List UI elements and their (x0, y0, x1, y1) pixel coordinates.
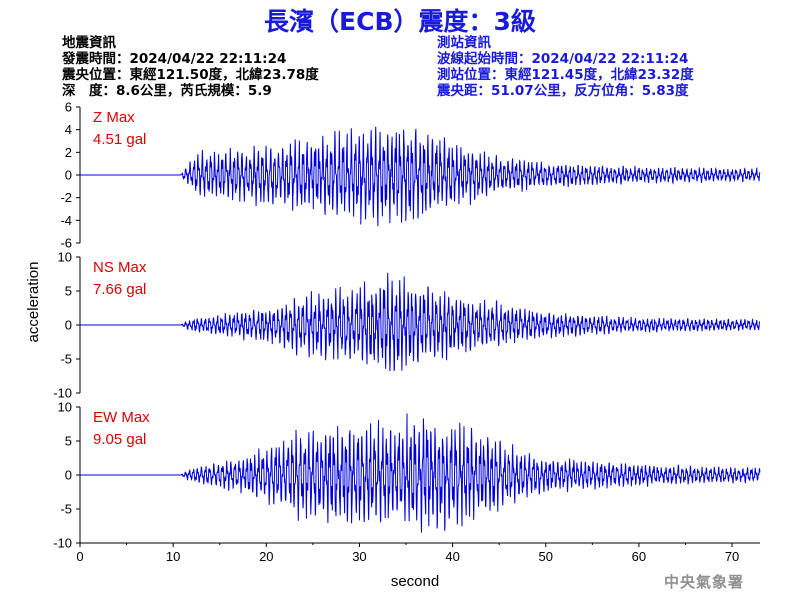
wave-start-time: 波線起始時間：2024/04/22 22:11:24 (437, 51, 689, 67)
station-location: 測站位置：東經121.45度，北緯23.32度 (437, 67, 694, 83)
y-tick-label: -5 (60, 502, 72, 517)
y-tick-label: 5 (65, 284, 72, 299)
y-tick-label: -4 (60, 213, 72, 228)
x-tick-label: 10 (166, 549, 180, 564)
max-value-z: 4.51 gal (93, 131, 146, 148)
origin-time: 發震時間：2024/04/22 22:11:24 (62, 51, 287, 67)
x-tick-label: 30 (352, 549, 366, 564)
waveform-ns (80, 272, 761, 372)
y-tick-label: -5 (60, 352, 72, 367)
waveform-ew (80, 413, 761, 533)
station-info: 測站資訊 波線起始時間：2024/04/22 22:11:24 測站位置：東經1… (437, 35, 694, 99)
x-tick-label: 50 (539, 549, 553, 564)
y-tick-label: 10 (58, 400, 72, 415)
y-tick-label: 0 (65, 468, 72, 483)
waveform-z (80, 126, 761, 227)
y-tick-label: -10 (53, 386, 72, 401)
max-label-ew: EW Max (93, 409, 150, 426)
x-tick-label: 20 (259, 549, 273, 564)
x-tick-label: 70 (725, 549, 739, 564)
earthquake-info-heading: 地震資訊 (62, 35, 116, 51)
epicentral-distance: 震央距：51.07公里，反方位角：5.83度 (437, 83, 689, 99)
x-tick-label: 0 (76, 549, 83, 564)
x-tick-label: 60 (632, 549, 646, 564)
station-info-heading: 測站資訊 (437, 35, 491, 51)
agency-watermark: 中央氣象署 (663, 573, 744, 591)
y-tick-label: -10 (53, 536, 72, 551)
depth-magnitude: 深 度：8.6公里，芮氏規模：5.9 (62, 83, 272, 99)
y-tick-label: 5 (65, 434, 72, 449)
y-tick-label: 6 (65, 100, 72, 115)
y-tick-label: -6 (60, 236, 72, 251)
max-value-ew: 9.05 gal (93, 431, 146, 448)
y-tick-label: 10 (58, 250, 72, 265)
earthquake-info: 地震資訊 發震時間：2024/04/22 22:11:24 震央位置：東經121… (62, 35, 319, 99)
y-axis-label: acceleration (25, 262, 42, 343)
chart-title: 長濱（ECB）震度：3級 (264, 7, 536, 36)
y-tick-label: 0 (65, 168, 72, 183)
max-label-ns: NS Max (93, 259, 147, 276)
x-axis-label: second (391, 573, 439, 590)
y-tick-label: 0 (65, 318, 72, 333)
y-tick-label: 2 (65, 145, 72, 160)
y-tick-label: 4 (65, 122, 72, 137)
x-tick-label: 40 (445, 549, 459, 564)
epicenter-location: 震央位置：東經121.50度，北緯23.78度 (62, 67, 319, 83)
max-label-z: Z Max (93, 109, 135, 126)
max-value-ns: 7.66 gal (93, 281, 146, 298)
y-tick-label: -2 (60, 190, 72, 205)
